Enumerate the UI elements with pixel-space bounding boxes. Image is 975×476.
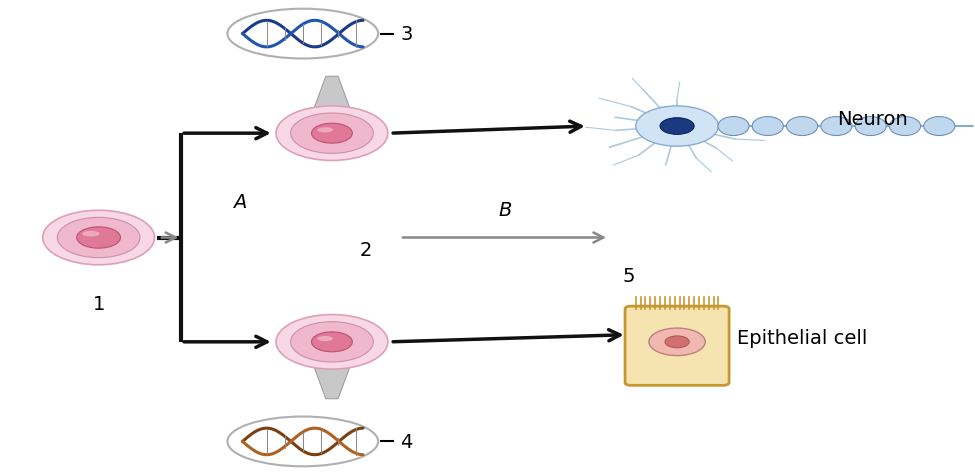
Ellipse shape <box>227 416 378 466</box>
Ellipse shape <box>276 107 388 161</box>
Text: 3: 3 <box>400 25 412 44</box>
Ellipse shape <box>718 117 749 136</box>
Ellipse shape <box>317 128 332 133</box>
Ellipse shape <box>312 124 352 144</box>
Ellipse shape <box>276 315 388 369</box>
Ellipse shape <box>77 228 121 248</box>
Ellipse shape <box>82 231 99 237</box>
Polygon shape <box>315 77 349 108</box>
Ellipse shape <box>291 322 373 362</box>
Text: Epithelial cell: Epithelial cell <box>737 328 868 347</box>
Ellipse shape <box>291 114 373 154</box>
Ellipse shape <box>649 328 705 356</box>
Text: B: B <box>498 200 512 219</box>
Text: 1: 1 <box>93 295 104 314</box>
Ellipse shape <box>855 117 886 136</box>
Text: 2: 2 <box>360 240 372 259</box>
Ellipse shape <box>889 117 920 136</box>
Text: 5: 5 <box>622 267 635 285</box>
Ellipse shape <box>665 336 689 348</box>
Polygon shape <box>315 368 349 399</box>
Ellipse shape <box>317 336 332 341</box>
Ellipse shape <box>636 107 719 147</box>
Ellipse shape <box>821 117 852 136</box>
Ellipse shape <box>660 119 694 135</box>
Ellipse shape <box>58 218 140 258</box>
Text: Neuron: Neuron <box>838 110 909 129</box>
Ellipse shape <box>43 211 154 265</box>
FancyBboxPatch shape <box>625 307 729 386</box>
Text: A: A <box>233 193 247 212</box>
Ellipse shape <box>753 117 783 136</box>
Ellipse shape <box>923 117 955 136</box>
Text: 4: 4 <box>400 432 412 451</box>
Ellipse shape <box>787 117 818 136</box>
Ellipse shape <box>227 10 378 60</box>
Ellipse shape <box>312 332 352 352</box>
